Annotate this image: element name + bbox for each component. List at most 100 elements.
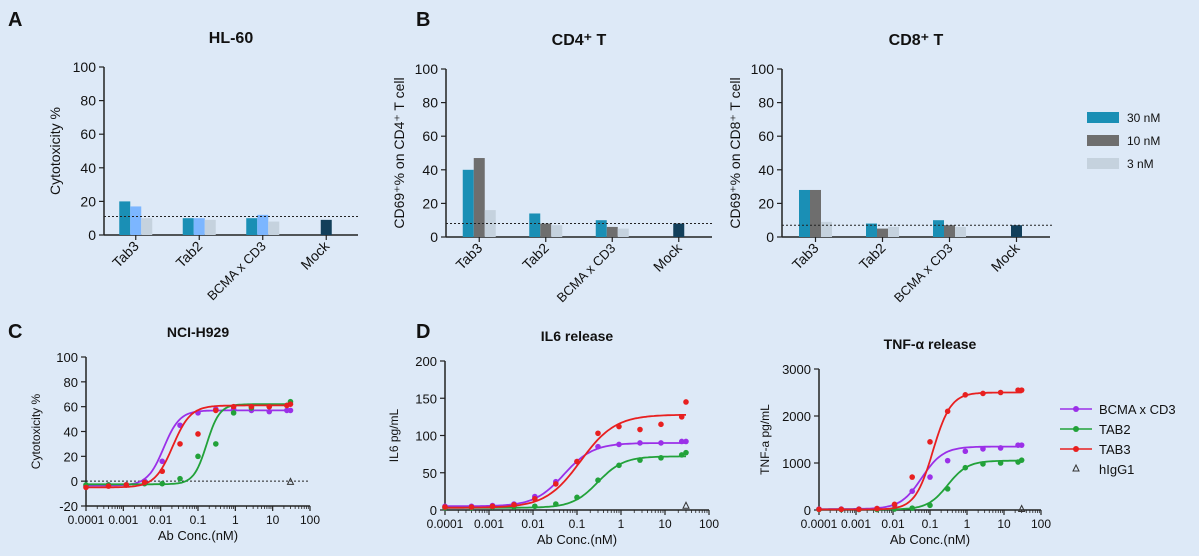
bar-tab3-3-nm: [821, 221, 832, 237]
bar-tab3-10-nm: [473, 158, 485, 237]
point-tab3: [962, 392, 969, 398]
fit-curve-tab2: [445, 455, 686, 509]
point-bcma-x-cd3: [962, 448, 969, 455]
x-tick-label: 0.01: [521, 517, 545, 531]
point-tab2: [683, 449, 689, 456]
x-tick-label: 10: [997, 517, 1011, 531]
y-axis-label: Cytotoxicity %: [47, 107, 63, 195]
point-tab3: [1018, 387, 1025, 393]
fit-curve-tab3: [86, 404, 291, 489]
y-tick-label: 20: [758, 195, 774, 211]
y-tick-label: 1000: [782, 456, 811, 471]
bar-tab3-30-nm-light: [130, 206, 142, 235]
legend-label-3nm: 3 nM: [1127, 157, 1154, 171]
point-tab3: [616, 423, 622, 430]
point-tab2: [1018, 457, 1025, 463]
point-tab3: [532, 496, 538, 502]
point-tab3: [838, 506, 845, 513]
x-tick-label-tab3: Tab3: [109, 238, 142, 271]
y-tick-label: -20: [59, 499, 78, 514]
y-tick-label: 40: [80, 160, 96, 176]
fit-curve-tab3: [445, 414, 686, 509]
x-tick-label: 100: [699, 517, 719, 531]
point-tab2: [980, 461, 986, 467]
legend-label-tab3: TAB3: [1099, 442, 1131, 457]
x-tick-label: 10: [266, 513, 280, 527]
chart-title: CD8⁺ T: [889, 32, 944, 49]
x-tick-label: 0.0001: [68, 513, 105, 527]
point-tab3: [230, 403, 237, 410]
point-tab3: [287, 401, 294, 407]
y-tick-label: 40: [64, 425, 78, 440]
y-tick-label: 200: [415, 354, 437, 369]
point-tab2: [595, 477, 601, 484]
y-tick-label: 80: [64, 375, 78, 390]
point-tab3: [195, 431, 201, 437]
point-tab2: [944, 486, 951, 492]
x-tick-label: 0.001: [474, 517, 504, 531]
bar-bcma-x-cd3-30-nm-light: [257, 214, 269, 235]
bar-bcma-x-cd3-30-nm: [933, 220, 944, 237]
y-tick-label: 0: [766, 229, 774, 245]
chart-nci-h929: -20 0 20 40 60 80 100 Cytotoxicity % NCI-H929 0.0…: [29, 324, 320, 543]
x-tick-label: 0.0001: [427, 517, 464, 531]
y-tick-label: 80: [80, 93, 96, 109]
y-axis-label: CD69⁺% on CD8⁺ T cell: [727, 77, 743, 228]
point-tab3: [511, 501, 517, 508]
x-tick-label-bcma-x-cd3: BCMA x CD3: [554, 241, 619, 306]
chart-il6: 0 50 100 150 200 IL6 pg/mL IL6 release 0.0001 0.…: [387, 328, 719, 547]
point-bcma-x-cd3: [637, 440, 643, 446]
chart-title: NCI-H929: [167, 324, 229, 340]
point-tab2: [230, 410, 237, 416]
y-tick-label: 60: [64, 400, 78, 415]
point-tab3: [678, 414, 685, 420]
x-tick-label: 0.01: [881, 517, 905, 531]
bar-tab2-30-nm-light: [193, 218, 205, 235]
point-bcma-x-cd3: [658, 440, 664, 446]
y-tick-label: 60: [758, 128, 774, 144]
point-tab3: [177, 441, 183, 447]
bar-tab2-3-nm: [551, 225, 563, 237]
point-tab3: [574, 458, 580, 465]
y-tick-label: 100: [751, 61, 775, 77]
point-higg1: [1017, 504, 1026, 513]
fit-curve-tab2: [86, 403, 291, 486]
point-tab3: [248, 403, 255, 410]
legend-marker-bcma: [1073, 406, 1079, 412]
chart-cd8: 0 20 40 60 80 100 CD69⁺% on CD8⁺ T cell CD8⁺ T T…: [727, 32, 1052, 305]
y-tick-label: 150: [415, 391, 437, 406]
legend-label-higg1: hIgG1: [1099, 462, 1134, 477]
point-tab3: [658, 421, 664, 428]
bar-tab2-10-nm: [540, 223, 552, 237]
point-tab2: [616, 462, 622, 469]
bar-mock-mock: [320, 219, 332, 235]
point-bcma-x-cd3: [287, 407, 294, 414]
point-tab2: [195, 453, 201, 460]
point-bcma-x-cd3: [678, 438, 685, 445]
panel-letter-d: D: [416, 321, 430, 343]
panel-letter-a: A: [8, 9, 22, 31]
y-tick-label: 40: [758, 162, 774, 178]
point-tab3: [213, 407, 219, 414]
point-tab3: [980, 390, 986, 397]
x-tick-label: 10: [658, 517, 672, 531]
x-tick-label: 0.0001: [801, 517, 838, 531]
bar-tab3-30-nm: [119, 201, 131, 235]
point-tab3: [997, 389, 1004, 396]
y-tick-label: 2000: [782, 409, 811, 424]
point-bcma-x-cd3: [595, 443, 601, 450]
y-tick-label: 50: [423, 466, 437, 481]
point-tab3: [141, 479, 148, 486]
point-bcma-x-cd3: [997, 445, 1004, 451]
x-tick-label-tab3: Tab3: [789, 240, 822, 273]
y-tick-label: 3000: [782, 362, 811, 377]
legend-marker-tab3: [1073, 446, 1079, 452]
bar-bcma-x-cd3-30-nm: [246, 218, 258, 235]
bar-tab2-3-nm: [204, 219, 216, 235]
chart-title: IL6 release: [541, 328, 614, 344]
y-tick-label: 100: [415, 429, 437, 444]
y-tick-label: 60: [80, 126, 96, 142]
bar-tab3-10-nm: [810, 189, 821, 237]
y-tick-label: 60: [422, 128, 438, 144]
